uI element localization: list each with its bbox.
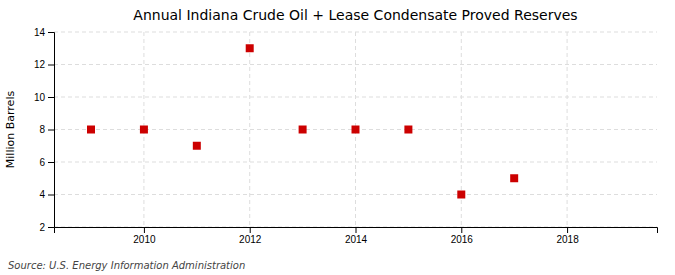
plot-area: 2010 2012 2014 2016 2018 2 4 6 8 10 12 14 <box>34 27 658 245</box>
x-tick: 2012 <box>239 227 262 245</box>
point <box>140 126 148 134</box>
y-tick: 12 <box>34 59 54 70</box>
x-grid-line <box>249 32 250 227</box>
y-tick-mark <box>48 65 54 66</box>
y-tick-label: 10 <box>34 92 46 103</box>
x-axis-line <box>55 228 658 234</box>
point <box>193 142 201 150</box>
x-tick-label: 2018 <box>556 234 579 245</box>
y-tick: 6 <box>39 157 54 168</box>
y-tick-mark <box>48 227 54 228</box>
y-tick-label: 6 <box>39 157 45 168</box>
y-tick-label: 8 <box>39 124 45 135</box>
x-tick-mark <box>461 227 462 233</box>
y-tick-mark <box>48 195 54 196</box>
x-tick-label: 2012 <box>239 234 262 245</box>
point <box>404 126 412 134</box>
y-axis-title: Million Barrels <box>4 91 17 169</box>
y-tick: 10 <box>34 92 54 103</box>
y-tick-label: 12 <box>34 59 46 70</box>
x-tick-mark <box>144 227 145 233</box>
point <box>299 126 307 134</box>
y-tick-mark <box>48 32 54 33</box>
point <box>352 126 360 134</box>
y-tick: 4 <box>39 189 54 200</box>
point <box>510 174 518 182</box>
chart: 2010 2012 2014 2016 2018 2 4 6 8 10 12 14 Annual Ind… <box>0 0 675 275</box>
point <box>87 126 95 134</box>
x-grid-line <box>567 32 568 227</box>
x-axis: 2010 2012 2014 2016 2018 <box>55 227 658 245</box>
y-grid-line <box>54 64 657 65</box>
x-tick: 2018 <box>556 227 579 245</box>
y-tick-mark <box>48 162 54 163</box>
x-tick-mark <box>250 227 251 233</box>
y-axis-line <box>48 33 55 228</box>
x-tick-label: 2016 <box>451 234 474 245</box>
x-tick-label: 2010 <box>133 234 156 245</box>
x-tick-label: 2014 <box>345 234 368 245</box>
y-axis: 2 4 6 8 10 12 14 <box>34 27 55 233</box>
x-tick: 2016 <box>451 227 474 245</box>
y-tick-label: 4 <box>39 189 45 200</box>
point <box>246 44 254 52</box>
y-tick-label: 14 <box>34 27 46 38</box>
x-tick-mark <box>567 227 568 233</box>
y-tick: 8 <box>39 124 54 135</box>
y-tick-label: 2 <box>39 222 45 233</box>
source-note: Source: U.S. Energy Information Administ… <box>8 260 245 271</box>
point <box>457 191 465 199</box>
y-tick-mark <box>48 97 54 98</box>
grid <box>54 32 657 227</box>
y-tick: 14 <box>34 27 54 38</box>
y-tick-mark <box>48 130 54 131</box>
x-tick: 2010 <box>133 227 156 245</box>
title: Annual Indiana Crude Oil + Lease Condens… <box>133 7 577 23</box>
points <box>87 44 518 198</box>
x-tick: 2014 <box>345 227 368 245</box>
x-tick-mark <box>356 227 357 233</box>
y-tick: 2 <box>39 222 54 233</box>
